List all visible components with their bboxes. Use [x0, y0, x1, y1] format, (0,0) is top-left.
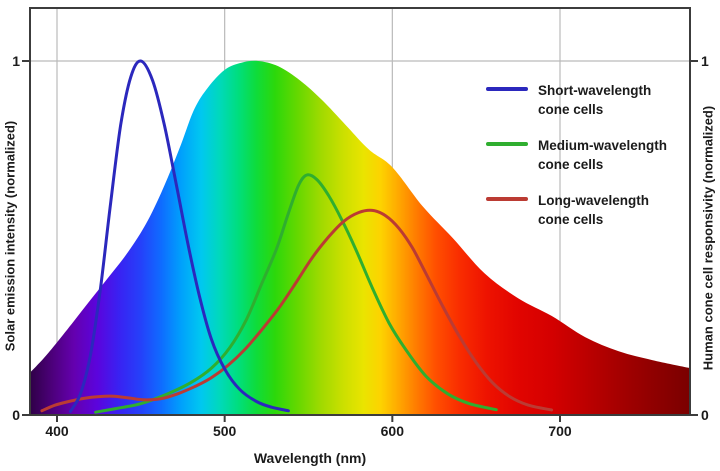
legend-item-short-wavelength: Short-wavelength cone cells [486, 81, 667, 119]
legend-label-line: cone cells [538, 212, 604, 227]
legend-item-long-wavelength: Long-wavelength cone cells [486, 191, 667, 229]
legend-label-line: Long-wavelength [538, 193, 649, 208]
right-y-tick-label-1: 1 [701, 53, 709, 69]
legend-label-line: Medium-wavelength [538, 138, 668, 153]
x-axis-title: Wavelength (nm) [253, 450, 367, 466]
right-y-axis-title: Human cone cell responsivity (normalized… [700, 105, 716, 371]
x-tick-label-700: 700 [548, 423, 572, 439]
legend-label-line: Short-wavelength [538, 83, 652, 98]
legend-label-long: Long-wavelength cone cells [538, 191, 649, 229]
left-y-tick-label-0: 0 [12, 407, 20, 423]
solar-spectrum-area [30, 60, 690, 415]
left-y-tick-label-1: 1 [12, 53, 20, 69]
x-tick-label-400: 400 [45, 423, 69, 439]
left-y-axis-title: Solar emission intensity (normalized) [2, 120, 18, 352]
short-cone-legend-line-icon [486, 87, 528, 91]
short-wavelength-cone-curve [68, 59, 290, 413]
legend-label-short: Short-wavelength cone cells [538, 81, 651, 119]
legend-label-line: cone cells [538, 157, 604, 172]
medium-cone-legend-line-icon [486, 142, 528, 146]
medium-wavelength-cone-curve [94, 173, 498, 414]
long-wavelength-cone-curve [40, 208, 554, 413]
x-tick-label-500: 500 [212, 423, 237, 439]
plot-border [29, 7, 691, 416]
right-y-tick-label-0: 0 [701, 407, 709, 423]
long-cone-legend-line-icon [486, 197, 528, 201]
legend-label-line: cone cells [538, 102, 604, 117]
legend: Short-wavelength cone cells Medium-wavelen… [486, 81, 667, 246]
legend-label-medium: Medium-wavelength cone cells [538, 136, 667, 174]
x-tick-label-600: 600 [380, 423, 405, 439]
legend-item-medium-wavelength: Medium-wavelength cone cells [486, 136, 667, 174]
